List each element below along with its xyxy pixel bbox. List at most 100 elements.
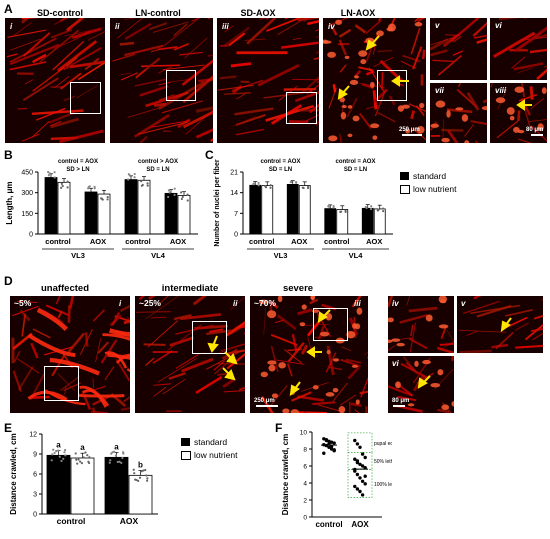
data-point <box>128 174 131 177</box>
nucleus <box>301 304 307 310</box>
nucleus <box>341 104 347 109</box>
muscle-fiber <box>151 316 167 319</box>
muscle-fiber <box>529 48 547 54</box>
roman-a-ii: ii <box>115 22 120 31</box>
muscle-fiber <box>153 21 189 33</box>
group-label: VL4 <box>151 251 166 260</box>
muscle-fiber <box>173 23 188 37</box>
data-point <box>168 191 171 194</box>
data-point <box>47 170 50 174</box>
muscle-fiber <box>92 378 95 389</box>
nucleus <box>405 128 411 134</box>
nucleus <box>335 19 343 25</box>
bar-aox-standard <box>361 207 374 235</box>
roman-d-v: v <box>461 299 466 308</box>
stat-annotation: control = AOX <box>261 159 301 165</box>
data-point-aox <box>355 487 360 491</box>
muscle-fiber <box>430 35 459 46</box>
nucleus <box>332 358 340 362</box>
data-point <box>66 186 69 189</box>
muscle-fiber <box>476 304 512 318</box>
muscle-fiber <box>463 300 500 315</box>
muscle-fiber <box>347 366 360 380</box>
arrows-d-v <box>500 317 512 333</box>
muscle-fiber <box>206 349 243 370</box>
panel-a-title-sd-aox: SD-AOX <box>240 8 276 18</box>
data-point-aox <box>363 474 367 478</box>
nucleus <box>407 403 415 407</box>
arrowhead-a-iv-2 <box>391 75 400 87</box>
muscle-fiber <box>195 106 213 113</box>
micrograph-texture <box>258 296 368 413</box>
muscle-fiber <box>230 296 245 311</box>
muscle-fiber <box>312 401 336 406</box>
muscle-fiber <box>84 332 89 347</box>
data-point-control <box>327 439 331 444</box>
data-point-aox <box>358 489 362 494</box>
muscle-fiber <box>153 386 167 397</box>
muscle-fiber <box>21 313 26 337</box>
muscle-fiber <box>388 296 394 308</box>
nucleus <box>419 102 425 109</box>
nucleus <box>396 342 405 347</box>
data-point-control <box>329 444 334 449</box>
data-point-aox <box>353 457 357 461</box>
nucleus <box>282 408 290 413</box>
muscle-fiber <box>84 57 100 71</box>
muscle-fiber <box>76 85 98 99</box>
muscle-fiber <box>300 344 309 355</box>
muscle-fiber <box>21 18 30 24</box>
muscle-fiber <box>59 129 104 143</box>
muscle-fiber <box>184 37 208 59</box>
nucleus <box>376 30 384 37</box>
muscle-fiber <box>358 66 374 72</box>
muscle-fiber <box>532 332 543 341</box>
micrograph-texture <box>136 296 245 412</box>
micrograph-a-vi <box>490 18 547 80</box>
micrograph-d-ii <box>135 296 245 413</box>
nucleus <box>446 110 451 118</box>
muscle-fiber <box>339 64 347 73</box>
muscle-fiber <box>223 26 250 47</box>
muscle-fiber <box>182 110 213 129</box>
nucleus <box>430 382 441 388</box>
nucleus <box>451 401 454 407</box>
muscle-fiber <box>520 36 547 41</box>
nucleus <box>441 404 450 411</box>
data-point-control <box>322 451 326 455</box>
muscle-fiber <box>430 38 449 51</box>
muscle-fiber <box>53 36 82 50</box>
muscle-fiber <box>270 333 298 346</box>
muscle-fiber <box>54 18 67 26</box>
muscle-fiber <box>372 32 378 55</box>
muscle-fiber <box>143 343 166 346</box>
data-point-control <box>332 441 336 445</box>
nucleus <box>354 323 361 330</box>
nucleus <box>356 307 363 315</box>
bar-aox-low-nutrient <box>97 193 111 235</box>
data-point <box>60 182 63 185</box>
muscle-fiber <box>139 85 169 97</box>
micrograph-texture <box>11 296 130 413</box>
nucleus <box>455 107 464 111</box>
panel-a-title-ln-aox: LN-AOX <box>340 8 376 18</box>
muscle-fiber <box>9 43 60 66</box>
data-point <box>55 450 58 453</box>
data-point <box>109 459 112 462</box>
nucleus <box>344 55 350 60</box>
y-tick-label: 0 <box>29 232 33 239</box>
data-point <box>138 476 142 479</box>
data-point <box>344 209 347 212</box>
muscle-fiber <box>162 378 186 395</box>
muscle-fiber <box>287 341 305 363</box>
muscle-fiber <box>440 326 447 339</box>
y-tick-label: 9 <box>33 452 37 459</box>
data-point <box>84 451 87 454</box>
muscle-fiber <box>341 346 352 352</box>
nucleus <box>464 140 470 143</box>
arrowhead-d-iii-3 <box>289 384 300 397</box>
muscle-fiber <box>246 18 277 45</box>
muscle-fiber <box>397 395 417 402</box>
muscle-fiber <box>182 75 213 104</box>
muscle-fiber <box>138 121 189 135</box>
